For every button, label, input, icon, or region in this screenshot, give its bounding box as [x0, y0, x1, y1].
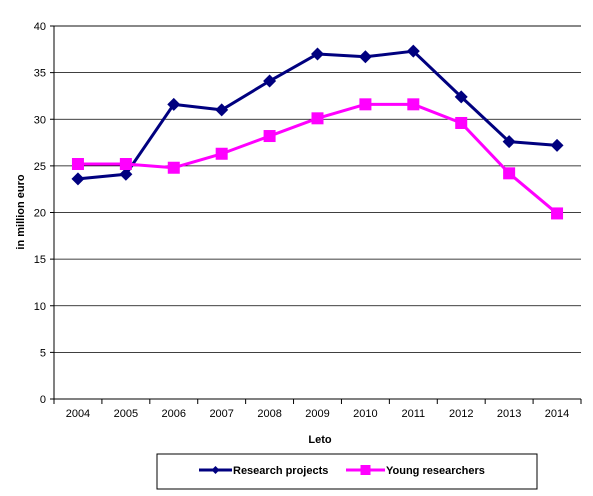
data-point-research-projects — [406, 44, 420, 58]
legend-item-research-projects: Research projects — [199, 465, 328, 477]
x-tick-label: 2011 — [401, 408, 425, 420]
data-point-young-researchers — [503, 167, 516, 180]
legend-label-research-projects: Research projects — [233, 465, 328, 477]
data-point-young-researchers — [551, 207, 564, 220]
data-point-research-projects — [71, 172, 85, 186]
x-tick-label: 2012 — [449, 408, 473, 420]
x-tick-label: 2009 — [305, 408, 329, 420]
data-point-young-researchers — [311, 112, 324, 125]
data-point-research-projects — [358, 50, 372, 64]
y-tick-label: 35 — [34, 68, 46, 80]
data-point-young-researchers — [167, 161, 180, 174]
data-point-research-projects — [263, 74, 277, 88]
y-tick-label: 40 — [34, 21, 46, 33]
series-research-projects — [71, 44, 564, 186]
legend-item-young-researchers: Young researchers — [346, 465, 485, 477]
y-tick-label: 5 — [40, 347, 46, 359]
legend: Research projects Young researchers — [156, 453, 538, 490]
data-point-young-researchers — [263, 130, 276, 143]
data-point-young-researchers — [407, 98, 420, 111]
x-tick-label: 2006 — [162, 408, 186, 420]
axes — [50, 25, 582, 404]
x-tick-label: 2007 — [209, 408, 233, 420]
y-tick-label: 10 — [34, 301, 46, 313]
x-tick-label: 2013 — [497, 408, 521, 420]
legend-marker-research-projects — [211, 466, 220, 474]
data-point-young-researchers — [119, 158, 132, 171]
data-point-young-researchers — [71, 158, 84, 171]
data-point-research-projects — [167, 97, 181, 111]
series-young-researchers — [71, 98, 564, 220]
y-tick-label: 15 — [34, 254, 46, 266]
x-tick-label: 2008 — [257, 408, 281, 420]
x-tick-label: 2010 — [353, 408, 377, 420]
y-tick-label: 0 — [40, 394, 46, 406]
y-tick-label: 30 — [34, 114, 46, 126]
x-tick-label: 2004 — [66, 408, 90, 420]
data-point-research-projects — [550, 138, 564, 152]
data-point-research-projects — [454, 90, 468, 104]
data-point-young-researchers — [455, 116, 468, 129]
data-point-research-projects — [215, 103, 229, 117]
data-point-research-projects — [311, 47, 324, 61]
data-point-research-projects — [502, 135, 516, 149]
data-point-young-researchers — [215, 147, 228, 160]
x-tick-label: 2014 — [545, 408, 569, 420]
y-tick-label: 20 — [34, 208, 46, 220]
y-tick-label: 25 — [34, 161, 46, 173]
x-tick-label: 2005 — [114, 408, 138, 420]
tick-labels: 0 5 10 15 20 25 30 35 40 2004 2005 2006 2007 2008 2009… — [34, 21, 570, 420]
data-point-research-projects — [119, 167, 133, 181]
y-axis-title: in million euro — [15, 174, 27, 249]
data-series — [71, 44, 564, 220]
legend-marker-young-researchers — [360, 465, 371, 475]
data-point-young-researchers — [359, 98, 372, 111]
x-axis-title: Leto — [308, 434, 332, 446]
legend-label-young-researchers: Young researchers — [386, 465, 485, 477]
